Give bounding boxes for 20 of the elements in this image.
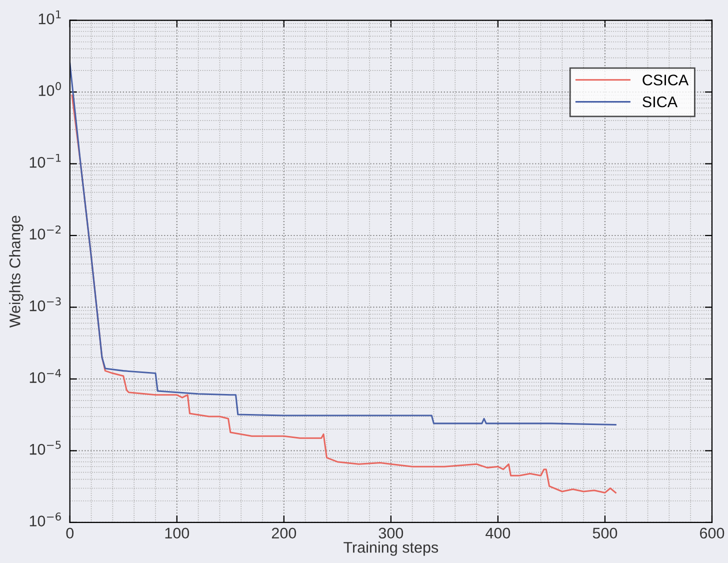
x-tick-label: 300	[378, 528, 404, 539]
x-tick-label: 200	[272, 528, 296, 539]
x-tick-label: 100	[165, 528, 190, 539]
x-axis-title: Training steps	[344, 542, 438, 556]
y-tick-label: 10$^{1}$	[38, 10, 61, 24]
y-tick-label: 10$^{−4}$	[30, 369, 62, 383]
line-series	[70, 62, 616, 426]
y-axis-title: Weights Change	[9, 216, 24, 328]
legend-label: SICA	[642, 96, 678, 108]
y-tick-label: 10$^{0}$	[38, 82, 61, 96]
x-tick-label: 500	[592, 528, 618, 539]
y-tick-label: 10$^{−2}$	[30, 226, 61, 240]
y-tick-label: 10$^{−3}$	[30, 297, 61, 312]
y-tick-label: 10$^{−1}$	[30, 154, 61, 168]
y-tick-label: 10$^{−6}$	[30, 512, 61, 526]
x-tick-label: 600	[700, 528, 724, 539]
x-tick-label: 400	[486, 528, 510, 539]
x-tick-label: 0	[66, 528, 74, 539]
y-tick-label: 10$^{−5}$	[30, 440, 61, 455]
legend-label: CSICA	[642, 74, 689, 86]
